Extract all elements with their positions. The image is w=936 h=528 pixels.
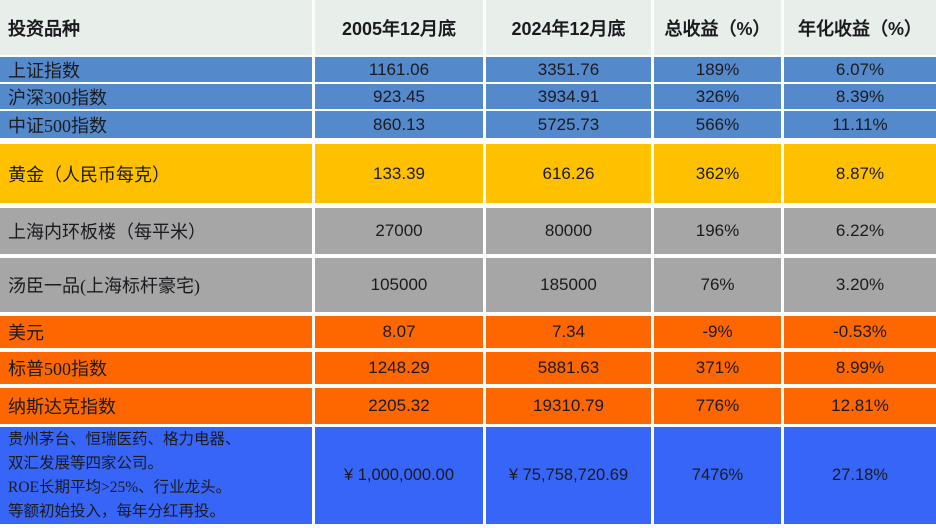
table-row-usd: 美元 8.07 7.34 -9% -0.53% (0, 316, 936, 348)
table-row-csi300-index: 沪深300指数 923.45 3934.91 326% 8.39% (0, 84, 936, 109)
table-row-csi500-index: 中证500指数 860.13 5725.73 566% 11.11% (0, 111, 936, 138)
value-2005-cell: 8.07 (315, 316, 483, 348)
value-2005-cell: 2205.32 (315, 388, 483, 424)
header-cell-total: 总收益（%） (654, 0, 781, 55)
total-return-cell: 196% (654, 208, 781, 254)
total-return-cell: 362% (654, 144, 781, 203)
total-return-cell: -9% (654, 316, 781, 348)
value-2024-cell: 7.34 (486, 316, 651, 348)
asset-name-cell: 上海内环板楼（每平米） (0, 208, 312, 254)
table-row-stock-portfolio: 贵州茅台、恒瑞医药、格力电器、 双汇发展等四家公司。 ROE长期平均>25%、行… (0, 427, 936, 524)
header-cell-annualized: 年化收益（%） (784, 0, 936, 55)
value-2005-cell: 1248.29 (315, 352, 483, 384)
table-row-shanghai-apartment: 上海内环板楼（每平米） 27000 80000 196% 6.22% (0, 208, 936, 254)
total-return-cell: 371% (654, 352, 781, 384)
total-return-cell: 776% (654, 388, 781, 424)
annualized-return-cell: -0.53% (784, 316, 936, 348)
value-2005-cell: ¥ 1,000,000.00 (315, 427, 483, 524)
annualized-return-cell: 8.87% (784, 144, 936, 203)
table-row-sp500-index: 标普500指数 1248.29 5881.63 371% 8.99% (0, 352, 936, 384)
total-return-cell: 326% (654, 84, 781, 109)
annualized-return-cell: 27.18% (784, 427, 936, 524)
value-2024-cell: 80000 (486, 208, 651, 254)
table-row-tomson-riviera: 汤臣一品(上海标杆豪宅) 105000 185000 76% 3.20% (0, 258, 936, 312)
value-2005-cell: 27000 (315, 208, 483, 254)
asset-name-cell: 纳斯达克指数 (0, 388, 312, 424)
total-return-cell: 76% (654, 258, 781, 312)
table-row-nasdaq-index: 纳斯达克指数 2205.32 19310.79 776% 12.81% (0, 388, 936, 424)
annualized-return-cell: 12.81% (784, 388, 936, 424)
header-cell-2024: 2024年12月底 (486, 0, 651, 55)
value-2024-cell: 19310.79 (486, 388, 651, 424)
annualized-return-cell: 8.39% (784, 84, 936, 109)
asset-name-cell: 美元 (0, 316, 312, 348)
header-cell-2005: 2005年12月底 (315, 0, 483, 55)
value-2024-cell: 616.26 (486, 144, 651, 203)
header-cell-asset: 投资品种 (0, 0, 312, 55)
annualized-return-cell: 6.07% (784, 57, 936, 82)
asset-name-cell: 中证500指数 (0, 111, 312, 138)
annualized-return-cell: 6.22% (784, 208, 936, 254)
total-return-cell: 566% (654, 111, 781, 138)
asset-name-cell: 标普500指数 (0, 352, 312, 384)
asset-name-cell: 汤臣一品(上海标杆豪宅) (0, 258, 312, 312)
table-row-sse-index: 上证指数 1161.06 3351.76 189% 6.07% (0, 57, 936, 82)
value-2024-cell: 3934.91 (486, 84, 651, 109)
value-2005-cell: 860.13 (315, 111, 483, 138)
value-2024-cell: 185000 (486, 258, 651, 312)
value-2024-cell: 5725.73 (486, 111, 651, 138)
value-2005-cell: 105000 (315, 258, 483, 312)
table-header-row: 投资品种 2005年12月底 2024年12月底 总收益（%） 年化收益（%） (0, 0, 936, 55)
value-2005-cell: 923.45 (315, 84, 483, 109)
total-return-cell: 7476% (654, 427, 781, 524)
asset-name-cell: 沪深300指数 (0, 84, 312, 109)
asset-name-cell: 上证指数 (0, 57, 312, 82)
value-2024-cell: ¥ 75,758,720.69 (486, 427, 651, 524)
value-2024-cell: 5881.63 (486, 352, 651, 384)
annualized-return-cell: 11.11% (784, 111, 936, 138)
value-2005-cell: 1161.06 (315, 57, 483, 82)
value-2005-cell: 133.39 (315, 144, 483, 203)
value-2024-cell: 3351.76 (486, 57, 651, 82)
table-row-gold: 黄金（人民币每克） 133.39 616.26 362% 8.87% (0, 144, 936, 203)
asset-name-cell: 贵州茅台、恒瑞医药、格力电器、 双汇发展等四家公司。 ROE长期平均>25%、行… (0, 427, 312, 524)
asset-name-cell: 黄金（人民币每克） (0, 144, 312, 203)
total-return-cell: 189% (654, 57, 781, 82)
annualized-return-cell: 8.99% (784, 352, 936, 384)
annualized-return-cell: 3.20% (784, 258, 936, 312)
